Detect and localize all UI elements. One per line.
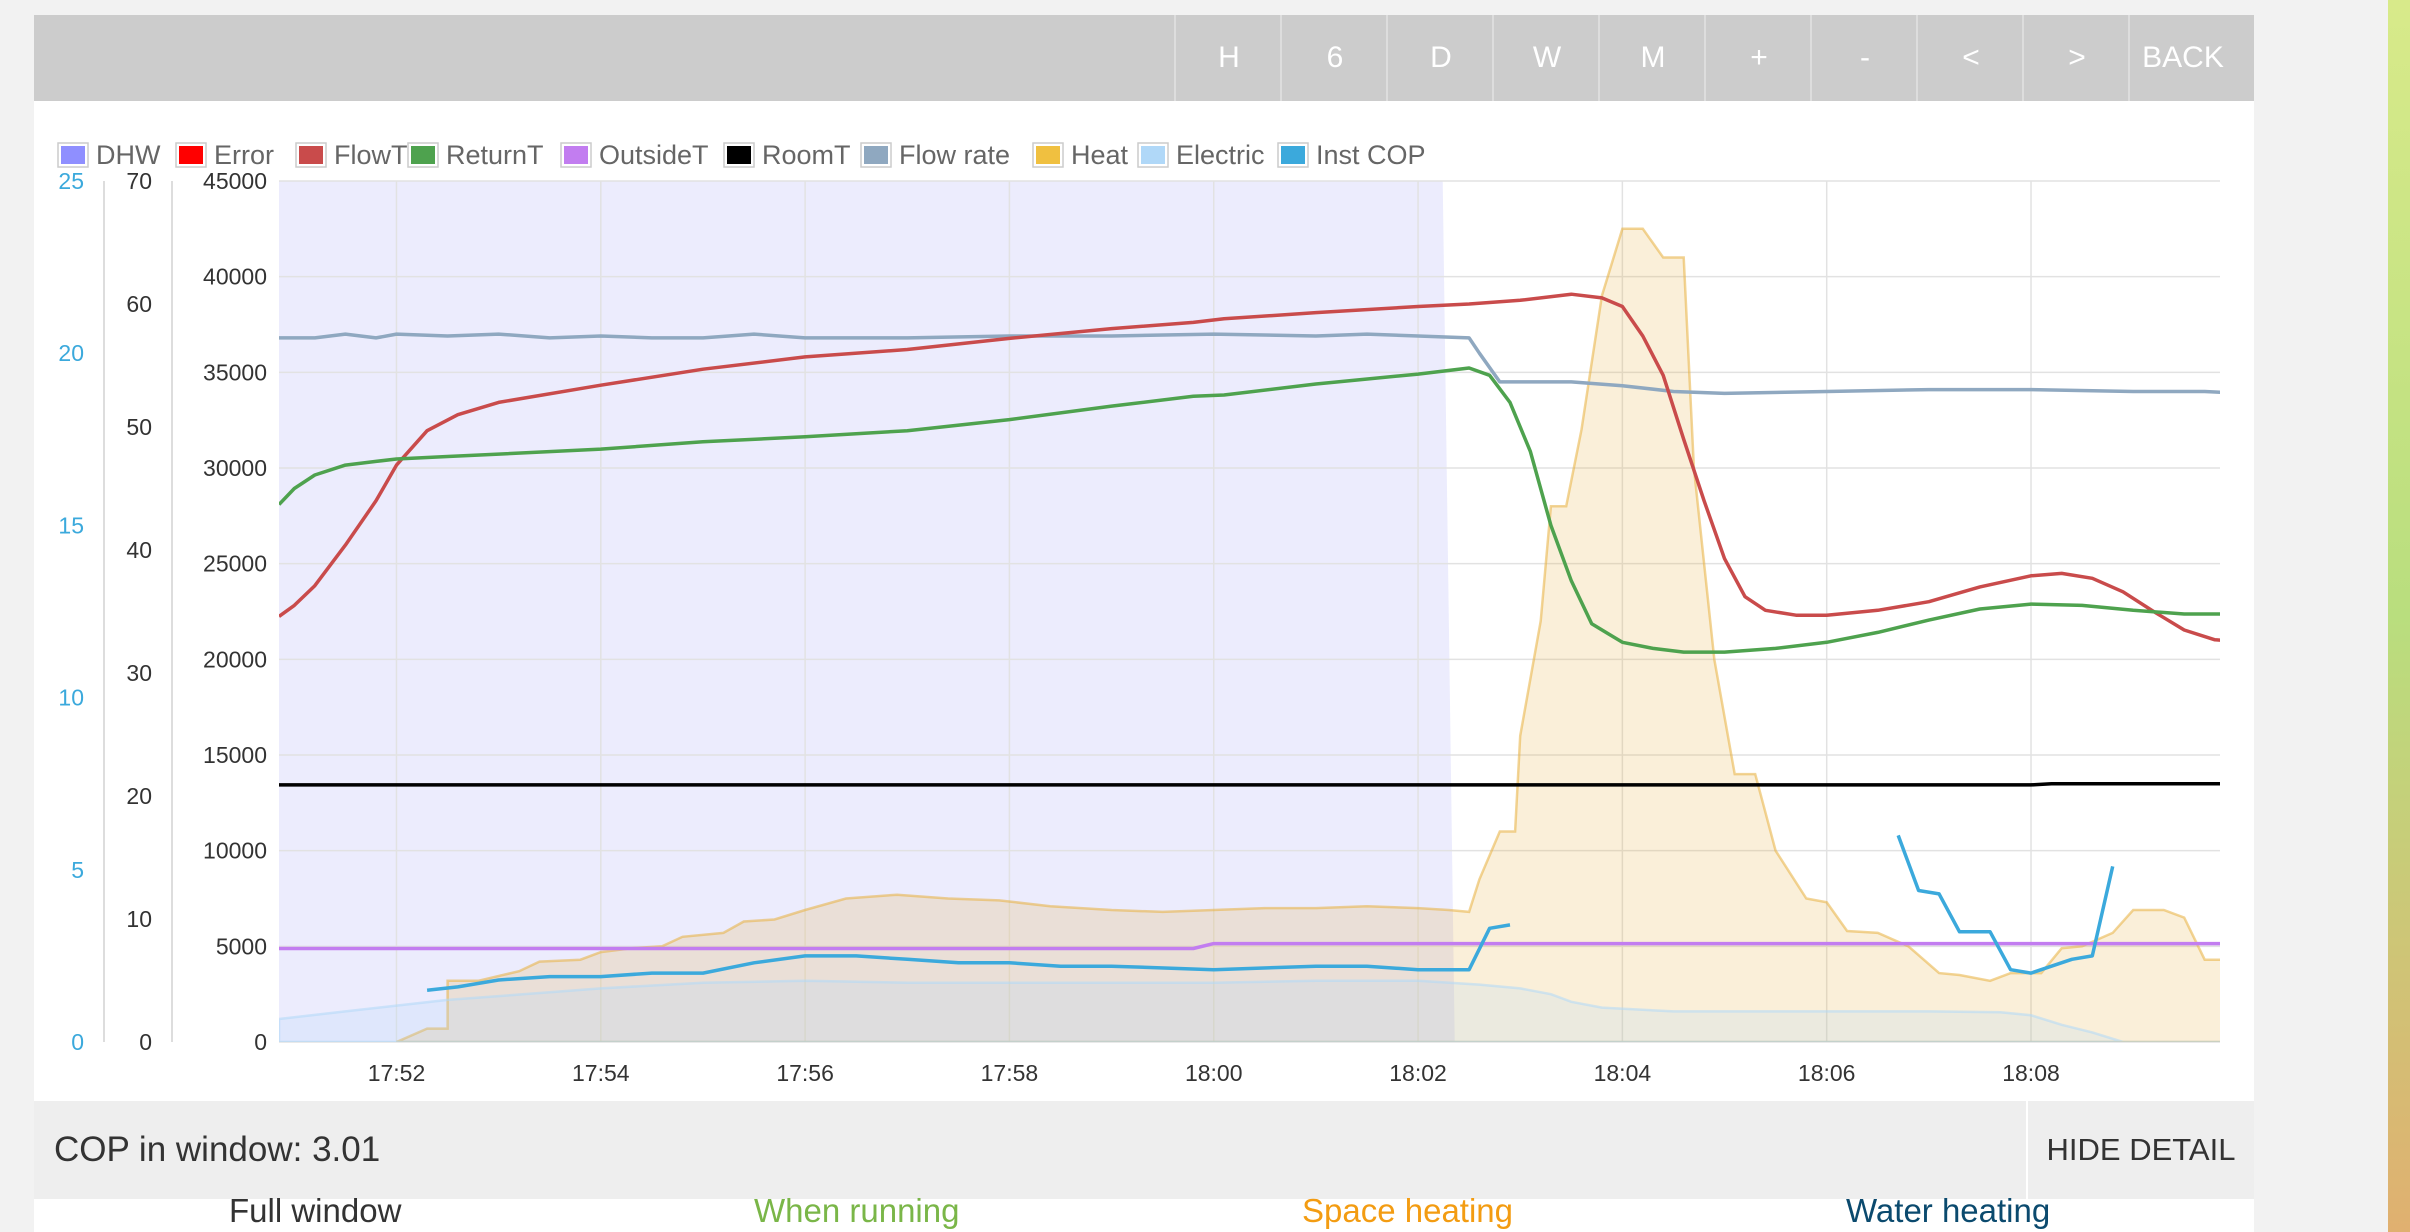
series-outsidet bbox=[279, 941, 2220, 951]
cop-footer: COP in window: 3.01 HIDE DETAIL bbox=[34, 1101, 2254, 1199]
power-tick-label: 30000 bbox=[203, 455, 267, 481]
legend-label: Heat bbox=[1071, 140, 1129, 170]
hide-detail-button[interactable]: HIDE DETAIL bbox=[2026, 1101, 2254, 1199]
power-tick-label: 25000 bbox=[203, 551, 267, 577]
chart-area: 0 5 10 15 20 25 0 10 20 30 40 50 60 70 0 5000 10000 15000… bbox=[57, 140, 2220, 1086]
power-tick-label: 10000 bbox=[203, 838, 267, 864]
x-tick-label: 17:56 bbox=[776, 1060, 834, 1086]
pan-right-button[interactable]: > bbox=[2022, 15, 2130, 101]
zoom-in-button[interactable]: + bbox=[1704, 15, 1812, 101]
temperature-tick-label: 30 bbox=[126, 660, 152, 686]
x-tick-label: 18:04 bbox=[1594, 1060, 1652, 1086]
series-flow-rate bbox=[279, 332, 2220, 396]
power-tick-label: 15000 bbox=[203, 742, 267, 768]
tab-space-heating[interactable]: Space heating bbox=[1302, 1192, 1514, 1229]
temperature-tick-label: 50 bbox=[126, 414, 152, 440]
y-axes: 0 5 10 15 20 25 0 10 20 30 40 50 60 70 0 5000 10000 15000… bbox=[58, 168, 267, 1055]
legend-swatch bbox=[1141, 146, 1165, 164]
zoom-out-button[interactable]: - bbox=[1810, 15, 1918, 101]
series-roomt bbox=[279, 781, 2220, 787]
legend-label: FlowT bbox=[334, 140, 408, 170]
tab-water-heating[interactable]: Water heating bbox=[1846, 1192, 2051, 1229]
x-tick-label: 17:58 bbox=[981, 1060, 1039, 1086]
legend: DHW Error FlowT ReturnT OutsideT RoomT Flow ra… bbox=[57, 140, 1426, 170]
chart-panel: H 6 D W M + - < > BACK 0 5 10 15 20 25 0 10 20 30 40 50 60 70 0… bbox=[34, 15, 2254, 1232]
legend-swatch bbox=[564, 146, 588, 164]
temperature-tick-label: 10 bbox=[126, 906, 152, 932]
power-tick-label: 35000 bbox=[203, 359, 267, 385]
cop-tick-label: 5 bbox=[71, 857, 84, 883]
legend-label: RoomT bbox=[762, 140, 851, 170]
tab-when-running[interactable]: When running bbox=[754, 1192, 960, 1229]
x-tick-label: 17:54 bbox=[572, 1060, 630, 1086]
day-button[interactable]: D bbox=[1386, 15, 1494, 101]
pan-left-button[interactable]: < bbox=[1916, 15, 2024, 101]
cop-tick-label: 25 bbox=[58, 168, 84, 194]
legend-label: Flow rate bbox=[899, 140, 1010, 170]
cop-tick-label: 15 bbox=[58, 512, 84, 538]
month-button[interactable]: M bbox=[1598, 15, 1706, 101]
back-button[interactable]: BACK bbox=[2128, 15, 2236, 101]
power-tick-label: 20000 bbox=[203, 646, 267, 672]
power-tick-label: 45000 bbox=[203, 168, 267, 194]
legend-label: OutsideT bbox=[599, 140, 709, 170]
x-tick-label: 18:06 bbox=[1798, 1060, 1856, 1086]
hour-button[interactable]: H bbox=[1174, 15, 1282, 101]
series-electric bbox=[279, 979, 2220, 1042]
legend-swatch bbox=[1281, 146, 1305, 164]
power-tick-label: 0 bbox=[254, 1029, 267, 1055]
temperature-tick-label: 70 bbox=[126, 168, 152, 194]
legend-swatch bbox=[299, 146, 323, 164]
page-edge-strip bbox=[2388, 0, 2410, 1232]
power-tick-label: 40000 bbox=[203, 264, 267, 290]
series-inst-cop bbox=[1896, 834, 2115, 975]
x-tick-label: 18:08 bbox=[2002, 1060, 2060, 1086]
temperature-tick-label: 40 bbox=[126, 537, 152, 563]
x-tick-label: 18:02 bbox=[1389, 1060, 1447, 1086]
cop-tick-label: 10 bbox=[58, 685, 84, 711]
plot bbox=[279, 227, 2220, 1042]
time-toolbar: H 6 D W M + - < > BACK bbox=[34, 15, 2254, 101]
dhw-region bbox=[279, 181, 1455, 1042]
temperature-tick-label: 60 bbox=[126, 291, 152, 317]
legend-swatch bbox=[864, 146, 888, 164]
legend-label: ReturnT bbox=[446, 140, 544, 170]
week-button[interactable]: W bbox=[1492, 15, 1600, 101]
cop-in-window-text: COP in window: 3.01 bbox=[54, 1130, 381, 1169]
legend-swatch bbox=[727, 146, 751, 164]
legend-swatch bbox=[411, 146, 435, 164]
legend-label: DHW bbox=[96, 140, 161, 170]
legend-swatch bbox=[1036, 146, 1060, 164]
temperature-tick-label: 20 bbox=[126, 783, 152, 809]
series-flowt bbox=[279, 292, 2220, 642]
x-tick-label: 18:00 bbox=[1185, 1060, 1243, 1086]
temperature-tick-label: 0 bbox=[139, 1029, 152, 1055]
series-inst-cop bbox=[426, 923, 1511, 993]
series-heat bbox=[395, 227, 2220, 1042]
cop-tick-label: 20 bbox=[58, 340, 84, 366]
cop-tick-label: 0 bbox=[71, 1029, 84, 1055]
x-tick-label: 17:52 bbox=[368, 1060, 426, 1086]
legend-swatch bbox=[61, 146, 85, 164]
power-tick-label: 5000 bbox=[216, 933, 267, 959]
grid bbox=[279, 180, 2220, 1043]
legend-swatch bbox=[179, 146, 203, 164]
legend-label: Error bbox=[214, 140, 274, 170]
legend-label: Inst COP bbox=[1316, 140, 1426, 170]
series-returnt bbox=[279, 366, 2220, 654]
six-hour-button[interactable]: 6 bbox=[1280, 15, 1388, 101]
tab-full-window[interactable]: Full window bbox=[229, 1192, 402, 1229]
legend-label: Electric bbox=[1176, 140, 1265, 170]
